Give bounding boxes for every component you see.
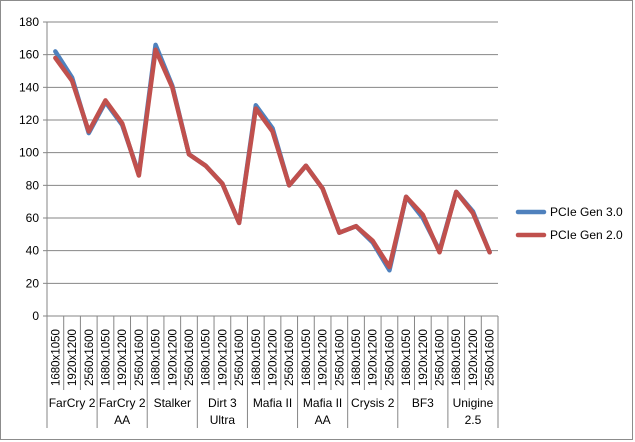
x-group-label: FarCry 2 <box>49 396 96 410</box>
y-tick-label: 160 <box>19 48 39 62</box>
x-group-label: BF3 <box>412 396 434 410</box>
x-category-label: 1680x1050 <box>401 329 413 386</box>
series-line-1 <box>53 42 492 273</box>
x-group-label: Crysis 2 <box>351 396 395 410</box>
y-tick-label: 120 <box>19 113 39 127</box>
x-group-label: Mafia II <box>253 396 292 410</box>
x-category-label: 1920x1200 <box>368 329 380 386</box>
x-group-label: Mafia II <box>303 396 342 410</box>
x-category-label: 1920x1200 <box>117 329 129 386</box>
y-tick-label: 140 <box>19 80 39 94</box>
x-category-label: 2560x1600 <box>234 329 246 386</box>
x-category-label: 1680x1050 <box>351 329 363 386</box>
series-lines <box>53 42 492 273</box>
x-category-label: 1920x1200 <box>217 329 229 386</box>
x-category-label: 2560x1600 <box>184 329 196 386</box>
x-category-label: 2560x1600 <box>435 329 447 386</box>
x-category-label: 1920x1200 <box>67 329 79 386</box>
gridlines <box>47 21 498 284</box>
x-group-label: FarCry 2 <box>99 396 146 410</box>
x-category-label: 1920x1200 <box>167 329 179 386</box>
x-category-label: 1680x1050 <box>301 329 313 386</box>
x-category-label: 1680x1050 <box>451 329 463 386</box>
x-axis-category-labels: 1680x1050 1920x1200 2560x1600 1680x1050 1920… <box>49 329 497 427</box>
y-tick-label: 40 <box>26 244 40 258</box>
x-category-label: 1920x1200 <box>468 329 480 386</box>
x-group-label: 2.5 <box>465 413 482 427</box>
x-category-label: 2560x1600 <box>84 329 96 386</box>
y-tick-label: 180 <box>19 15 39 29</box>
x-category-label: 1680x1050 <box>201 329 213 386</box>
y-tick-label: 80 <box>26 178 40 192</box>
x-category-label: 1920x1200 <box>318 329 330 386</box>
x-category-label: 2560x1600 <box>284 329 296 386</box>
x-category-label: 1680x1050 <box>50 329 62 386</box>
x-category-label: 1920x1200 <box>418 329 430 386</box>
x-category-label: 2560x1600 <box>485 329 497 386</box>
x-group-label: Unigine <box>453 396 494 410</box>
x-category-label: 2560x1600 <box>384 329 396 386</box>
x-category-label: 2560x1600 <box>134 329 146 386</box>
y-tick-label: 100 <box>19 146 39 160</box>
x-category-label: 1680x1050 <box>251 329 263 386</box>
legend: PCIe Gen 3.0 PCIe Gen 2.0 <box>515 205 623 242</box>
x-category-label: 1920x1200 <box>268 329 280 386</box>
y-tick-label: 60 <box>26 211 40 225</box>
legend-label: PCIe Gen 3.0 <box>550 205 623 219</box>
x-group-label: Dirt 3 <box>208 396 237 410</box>
legend-label: PCIe Gen 2.0 <box>550 228 623 242</box>
x-group-label: Stalker <box>154 396 191 410</box>
series-line-2 <box>53 47 492 270</box>
x-group-label: AA <box>114 413 130 427</box>
y-tick-label: 20 <box>26 276 40 290</box>
x-group-label: AA <box>315 413 331 427</box>
x-category-label: 1680x1050 <box>151 329 163 386</box>
x-group-label: Ultra <box>210 413 236 427</box>
x-category-label: 2560x1600 <box>334 329 346 386</box>
x-category-label: 1680x1050 <box>100 329 112 386</box>
axes <box>43 21 499 428</box>
y-axis-tick-labels: 0 20 40 60 80 100 120 140 160 180 <box>19 15 39 323</box>
y-tick-label: 0 <box>32 309 39 323</box>
